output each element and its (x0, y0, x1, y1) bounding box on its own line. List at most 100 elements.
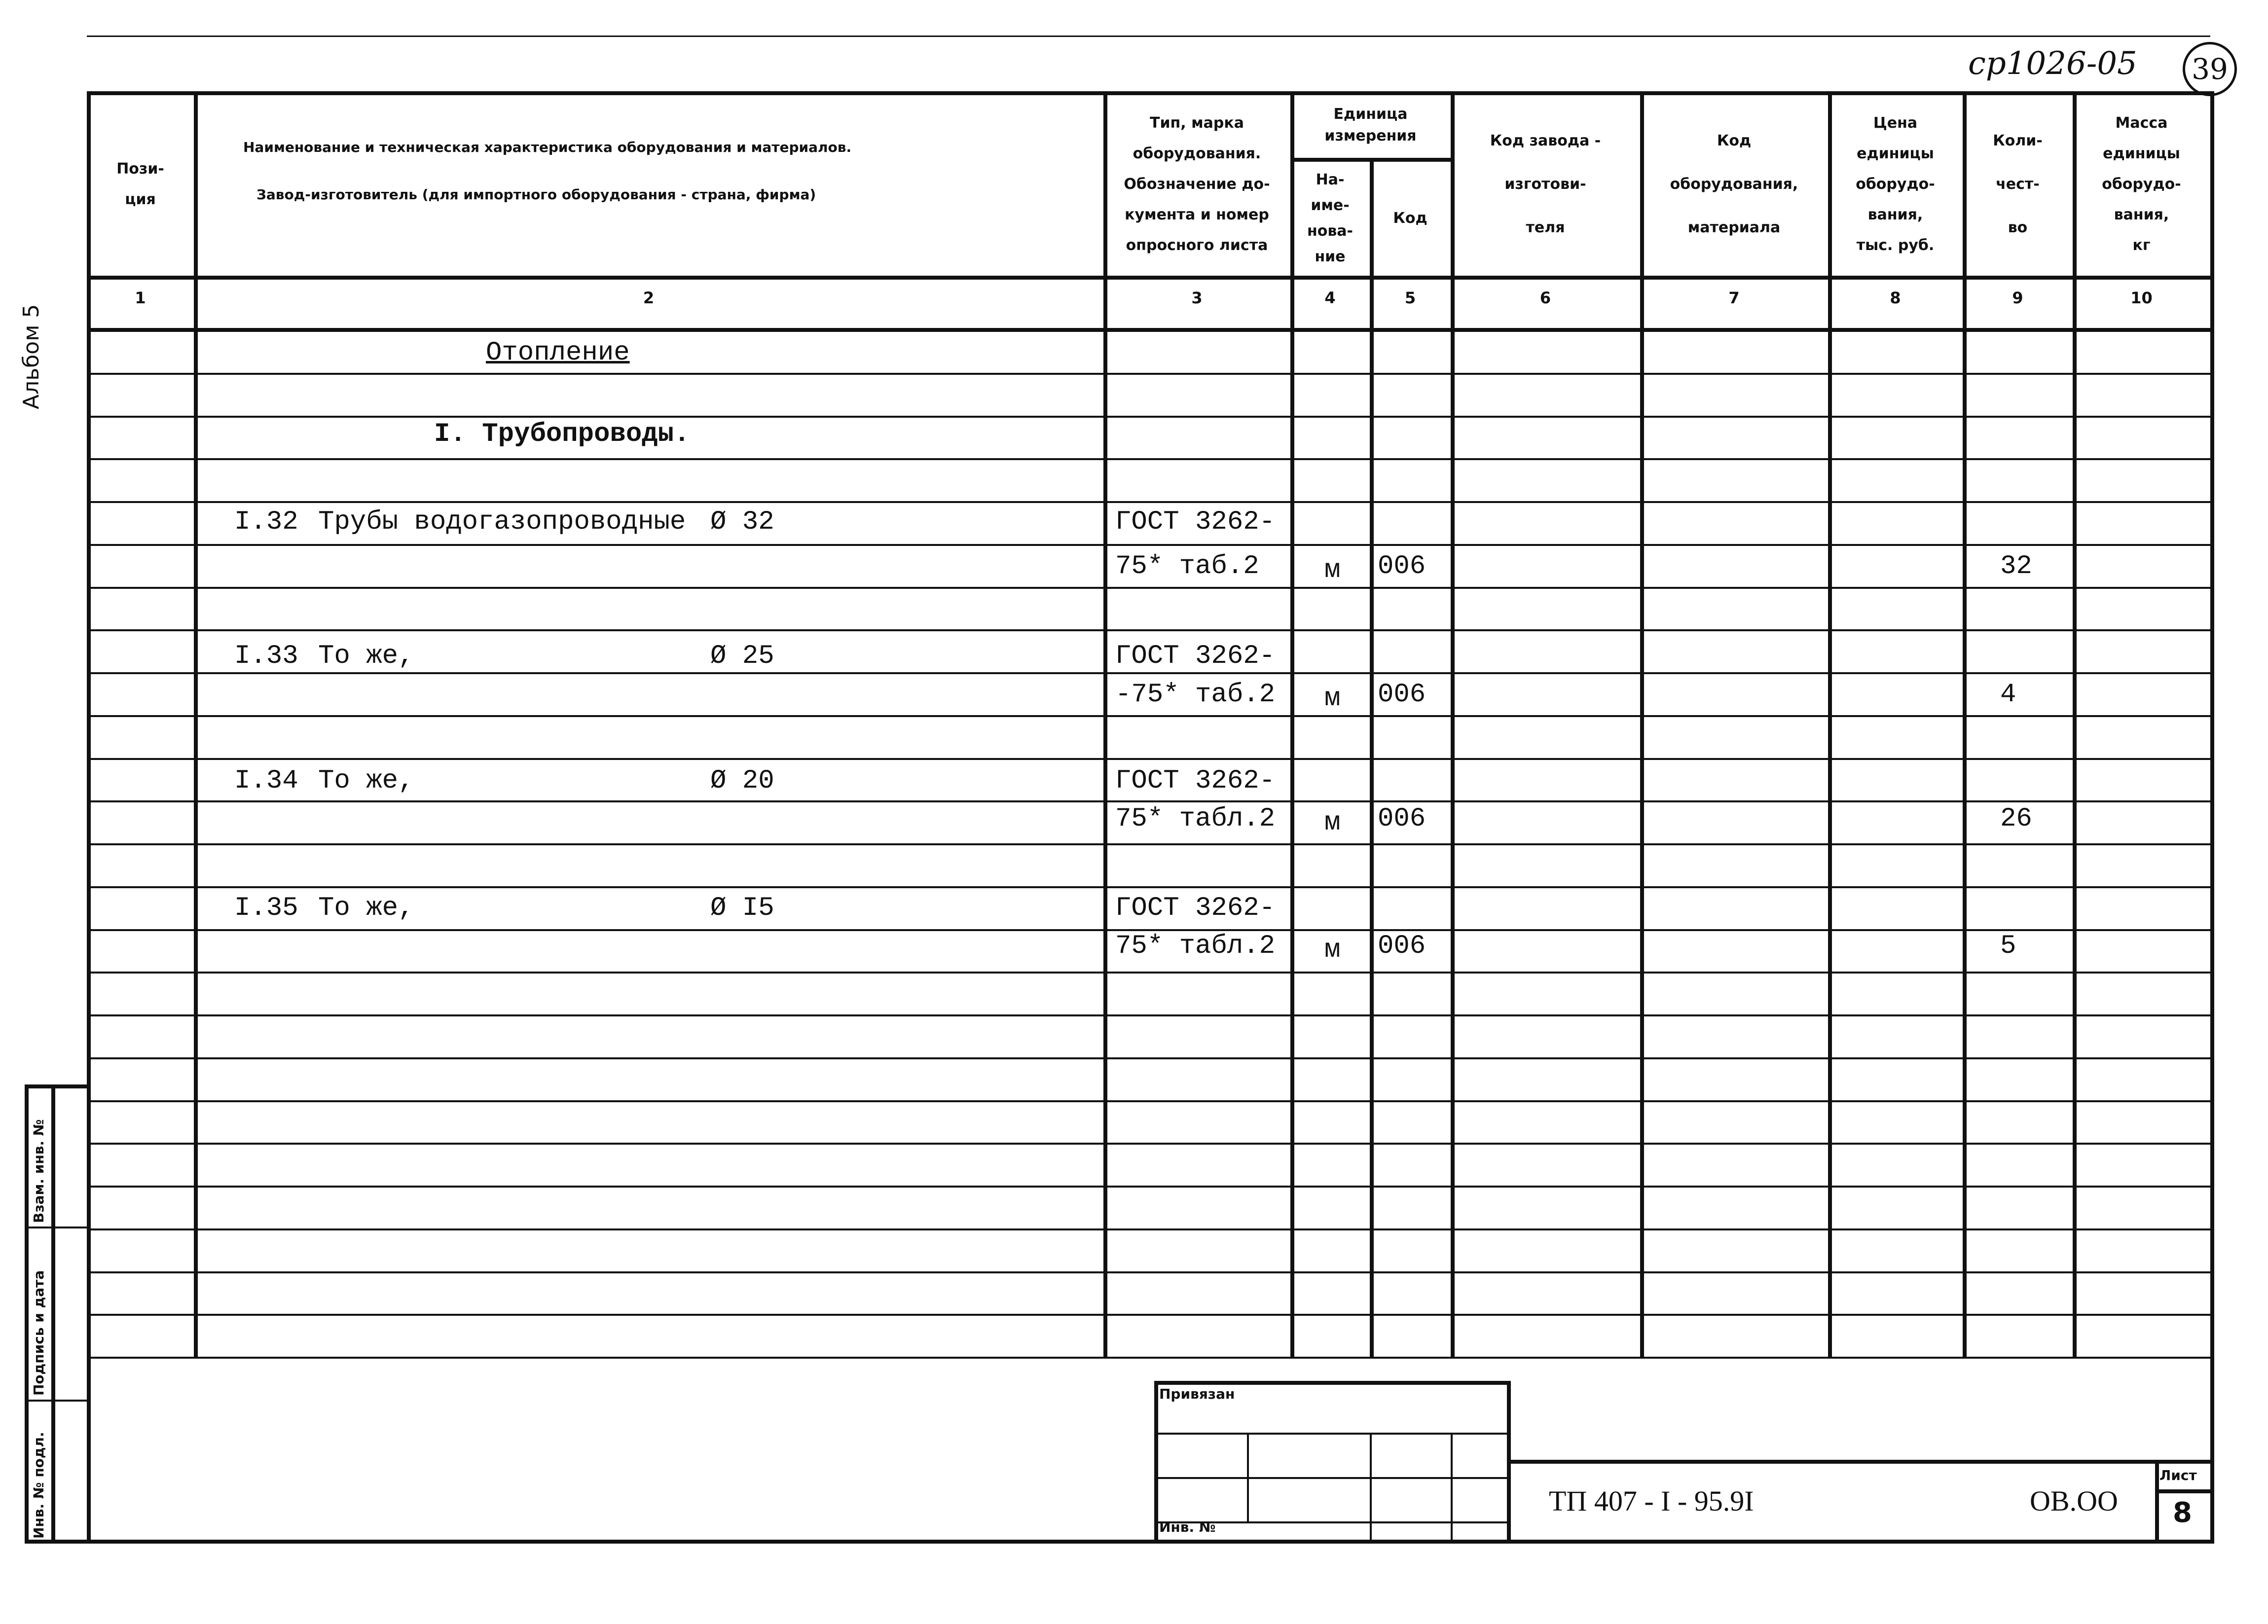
grid-line-h (87, 328, 2214, 332)
header-text: оборудования, (1670, 176, 1798, 193)
grid-line-v (1451, 1433, 1453, 1541)
header-text: вания, (2114, 206, 2169, 223)
column-number: 5 (1404, 289, 1416, 307)
item-unit-code: 006 (1378, 931, 1426, 961)
subsection-title: I. Трубопроводы. (434, 419, 690, 449)
grid-line-v (1247, 1433, 1249, 1521)
header-text: Масса (2115, 114, 2168, 132)
grid-line-h (87, 972, 2210, 974)
header-text: оборудо- (1856, 176, 1935, 193)
header-text: ция (125, 191, 156, 208)
item-standard: ГОСТ 3262- (1115, 507, 1276, 537)
item-diameter: Ø 32 (710, 507, 774, 537)
header-text: Код завода - (1490, 132, 1601, 149)
grid-line-h (87, 715, 2210, 717)
item-name: То же, (318, 641, 414, 671)
column-number: 1 (135, 289, 146, 307)
header-text: Код (1393, 210, 1427, 227)
header-text: кг (2132, 237, 2151, 254)
header-price: Цена единицы оборудо-вания, тыс. руб. (1828, 91, 1963, 278)
grid-line-v (1154, 1381, 1158, 1542)
grid-line-h (87, 929, 2210, 931)
grid-line-h (87, 800, 2210, 802)
grid-line-v (87, 91, 91, 1544)
header-unit: Единица измерения (1290, 91, 1451, 159)
sheet-number: 8 (2173, 1497, 2192, 1529)
grid-line-h (87, 672, 2210, 674)
header-text: Цена (1873, 114, 1918, 132)
header-text: ние (1315, 248, 1346, 265)
grid-line-v (1828, 91, 1832, 1357)
item-standard: ГОСТ 3262- (1115, 893, 1276, 923)
header-text: тыс. руб. (1856, 237, 1935, 254)
header-position: Пози-ция (87, 91, 194, 278)
item-unit-code: 006 (1378, 680, 1426, 710)
header-quantity: Коли-чест-во (1963, 91, 2073, 278)
grid-line-v (25, 1084, 29, 1542)
header-text: На- (1316, 171, 1345, 188)
grid-line-v (1370, 158, 1374, 1357)
grid-line-v (2073, 91, 2077, 1357)
grid-line-h (87, 1057, 2210, 1059)
header-text: единицы (1857, 145, 1934, 162)
item-position: I.32 (234, 507, 298, 537)
header-manufacturer-code: Код завода - изготови-теля (1451, 91, 1640, 278)
grid-line-h (25, 1540, 87, 1544)
item-standard-table: 75* табл.2 (1115, 931, 1276, 961)
page-number: 39 (2192, 52, 2228, 86)
header-text: Обозначение до- (1124, 176, 1270, 193)
grid-line-h (87, 886, 2210, 888)
header-text: теля (1526, 219, 1565, 236)
grid-line-v (1103, 91, 1107, 1357)
grid-line-h (87, 1540, 2214, 1544)
archive-code: ср1026-05 (1968, 45, 2137, 82)
header-text: чест- (1996, 176, 2040, 193)
grid-line-h (25, 1227, 87, 1228)
item-quantity: 4 (2000, 680, 2016, 710)
header-text: кумента и номер (1125, 206, 1269, 223)
item-quantity: 5 (2000, 931, 2016, 961)
column-number: 4 (1324, 289, 1336, 307)
grid-line-h (87, 276, 2214, 280)
item-unit-code: 006 (1378, 551, 1426, 581)
strip-label-inv-orig: Инв. № подл. (31, 1432, 47, 1539)
grid-line-h (87, 1143, 2210, 1145)
header-text: измерения (1324, 127, 1417, 144)
section-title: Отопление (486, 338, 630, 368)
item-position: I.35 (234, 893, 298, 923)
album-label: Альбом 5 (19, 304, 44, 409)
header-unit-name: На-име-нова-ние (1290, 159, 1370, 278)
grid-line-v (2155, 1460, 2159, 1542)
grid-line-h (87, 1186, 2210, 1188)
grid-line-h (87, 91, 2214, 95)
item-name: То же, (318, 893, 414, 923)
grid-line-h (87, 1314, 2210, 1316)
document-code: ТП 407 - I - 95.9I (1549, 1485, 1754, 1517)
strip-label-signature: Подпись и дата (31, 1270, 47, 1396)
item-unit: м (1324, 935, 1341, 965)
header-type: Тип, марка оборудования. Обозначение до-ку… (1103, 91, 1290, 278)
column-number: 8 (1890, 289, 1901, 307)
grid-line-h (87, 629, 2210, 631)
grid-line-v (1451, 91, 1455, 1357)
header-text: Пози- (116, 160, 164, 178)
header-name-line2: Завод-изготовитель (для импортного обору… (256, 186, 816, 203)
column-number: 3 (1191, 289, 1203, 307)
grid-line-h (25, 1400, 87, 1402)
grid-line-h (1154, 1477, 1507, 1479)
item-unit: м (1324, 684, 1341, 714)
grid-line-h (87, 1357, 2210, 1359)
column-number: 10 (2130, 289, 2153, 307)
header-text: Тип, марка (1150, 114, 1244, 132)
item-standard-table: -75* таб.2 (1115, 680, 1276, 710)
item-diameter: Ø I5 (710, 893, 774, 923)
section-code: ОВ.ОО (2030, 1485, 2118, 1517)
grid-line-v (1370, 1433, 1372, 1541)
header-mass: Масса единицы оборудо-вания, кг (2073, 91, 2210, 278)
grid-line-h (87, 544, 2210, 546)
header-name-line1: Наименование и техническая характеристик… (243, 139, 852, 155)
grid-line-v (1290, 91, 1294, 1357)
header-text: вания, (1867, 206, 1923, 223)
grid-line-v (1963, 91, 1967, 1357)
